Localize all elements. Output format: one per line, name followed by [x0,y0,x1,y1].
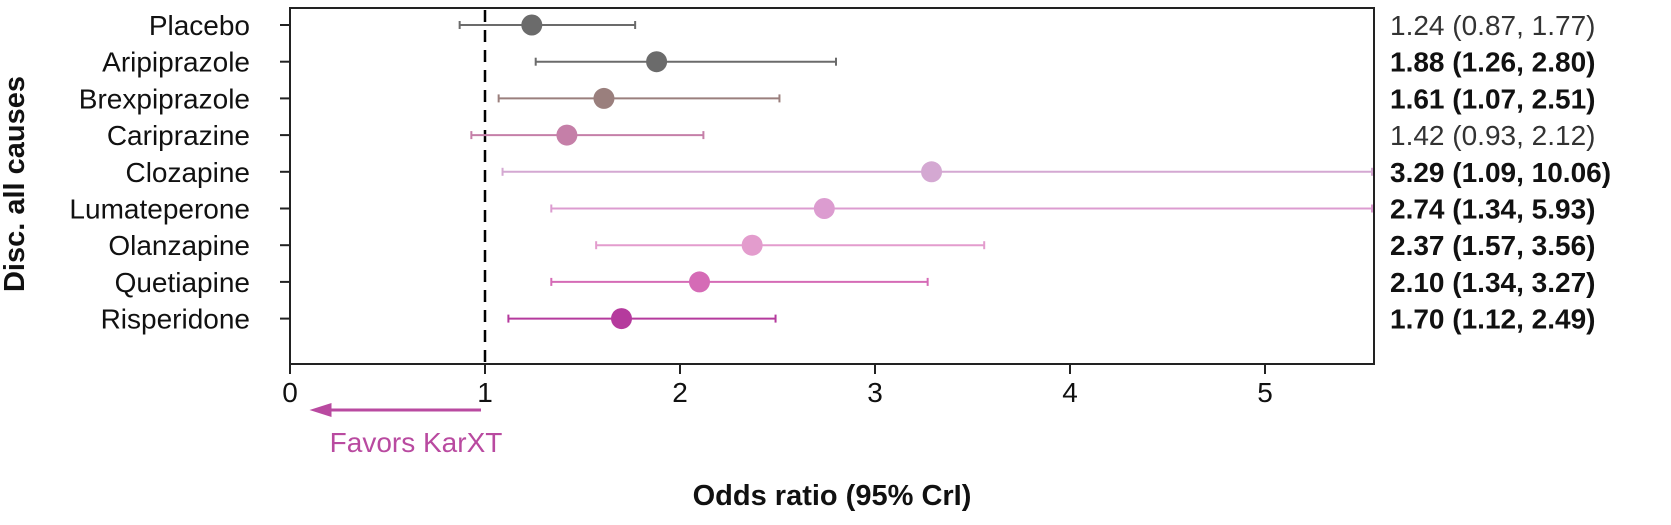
data-marks [458,14,1373,330]
category-label: Aripiprazole [102,47,250,78]
point-estimate [646,51,668,73]
y-axis-ticks [280,24,290,320]
favors-annotation: Favors KarXT [309,403,503,458]
category-label: Cariprazine [107,120,250,151]
category-label: Clozapine [125,157,250,188]
category-label: Brexpiprazole [79,83,250,114]
y-axis-title: Disc. all causes [0,76,31,292]
point-estimate [813,198,835,219]
value-label: 1.42 (0.93, 2.12) [1390,120,1595,151]
point-estimate [741,234,763,256]
favors-label: Favors KarXT [330,427,503,458]
value-label: 3.29 (1.09, 10.06) [1390,157,1611,188]
category-label: Lumateperone [69,194,250,225]
category-label: Quetiapine [115,267,250,298]
x-axis: 0 1 2 3 4 5 [282,364,1273,408]
category-label: Risperidone [101,304,250,335]
value-label: 2.37 (1.57, 3.56) [1390,230,1595,261]
x-tick-label: 1 [477,377,493,408]
value-label: 2.10 (1.34, 3.27) [1390,267,1595,298]
category-label: Olanzapine [108,230,250,261]
value-labels: 1.24 (0.87, 1.77) 1.88 (1.26, 2.80) 1.61 (… [1390,10,1611,335]
point-estimate [689,271,710,293]
value-label: 1.88 (1.26, 2.80) [1390,47,1595,78]
plot-frame [289,7,1375,365]
value-label: 2.74 (1.34, 5.93) [1390,194,1595,225]
value-label: 1.24 (0.87, 1.77) [1390,10,1595,41]
category-label: Placebo [149,10,250,41]
x-tick-label: 2 [672,377,688,408]
category-labels: Placebo Aripiprazole Brexpiprazole Caripraz… [69,10,250,335]
x-axis-title: Odds ratio (95% CrI) [693,480,972,512]
point-estimate [921,161,943,183]
point-estimate [521,14,543,36]
x-tick-label: 4 [1062,377,1078,408]
x-tick-label: 5 [1257,377,1273,408]
point-estimate [611,308,632,330]
x-tick-label: 3 [867,377,883,408]
x-tick-label: 0 [282,377,298,408]
value-label: 1.70 (1.12, 2.49) [1390,304,1595,335]
point-estimate [593,87,615,109]
favors-arrow-head [309,403,332,417]
point-estimate [556,124,578,146]
value-label: 1.61 (1.07, 2.51) [1390,83,1595,114]
